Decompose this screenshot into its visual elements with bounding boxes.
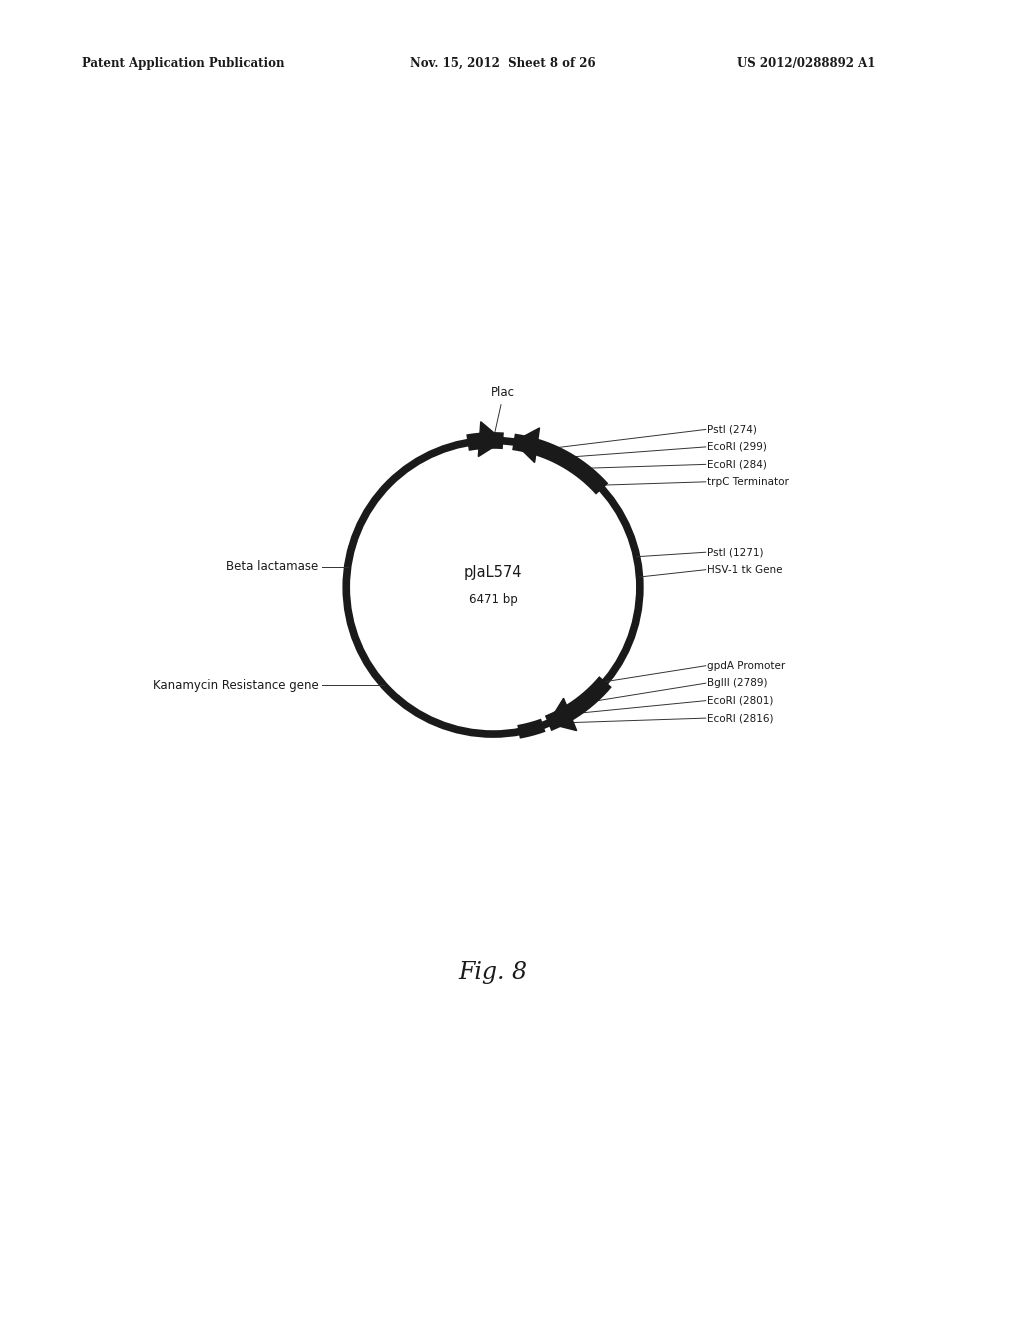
Text: EcoRI (2816): EcoRI (2816) xyxy=(708,713,774,723)
Text: pJaL574: pJaL574 xyxy=(464,565,522,581)
Text: Beta lactamase: Beta lactamase xyxy=(226,560,318,573)
Text: PstI (274): PstI (274) xyxy=(708,425,757,434)
Polygon shape xyxy=(548,698,577,730)
Text: EcoRI (2801): EcoRI (2801) xyxy=(708,696,774,706)
Text: 6471 bp: 6471 bp xyxy=(469,593,517,606)
Text: Kanamycin Resistance gene: Kanamycin Resistance gene xyxy=(153,678,318,692)
Text: BglII (2789): BglII (2789) xyxy=(708,678,768,688)
Text: PstI (1271): PstI (1271) xyxy=(708,548,764,557)
Text: Plac: Plac xyxy=(490,387,515,399)
Text: EcoRI (299): EcoRI (299) xyxy=(708,442,767,451)
Text: trpC Terminator: trpC Terminator xyxy=(708,477,790,487)
Text: US 2012/0288892 A1: US 2012/0288892 A1 xyxy=(737,57,876,70)
Text: HSV-1 tk Gene: HSV-1 tk Gene xyxy=(708,565,782,574)
Text: Nov. 15, 2012  Sheet 8 of 26: Nov. 15, 2012 Sheet 8 of 26 xyxy=(410,57,595,70)
Text: EcoRI (284): EcoRI (284) xyxy=(708,459,767,470)
Polygon shape xyxy=(513,428,540,462)
Text: Fig. 8: Fig. 8 xyxy=(459,961,527,983)
Text: gpdA Promoter: gpdA Promoter xyxy=(708,661,785,671)
Text: Patent Application Publication: Patent Application Publication xyxy=(82,57,285,70)
Polygon shape xyxy=(478,421,504,457)
